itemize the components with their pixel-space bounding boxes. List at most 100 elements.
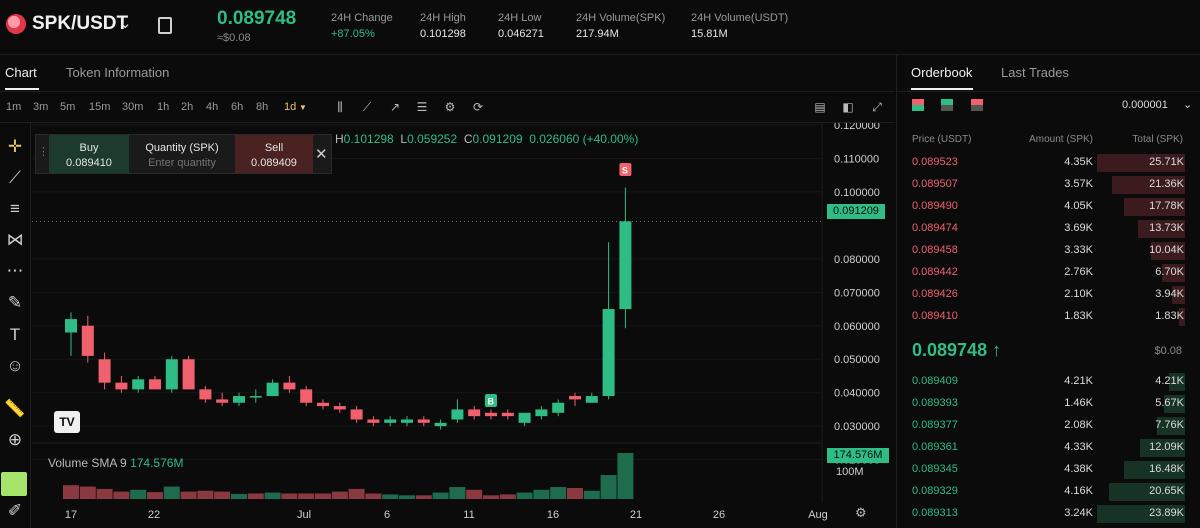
color-swatch[interactable] [1,472,27,496]
volume-bar [466,489,483,499]
x-tick-label: 21 [630,509,642,521]
gear-icon[interactable]: ⚙ [444,100,456,114]
text-icon[interactable]: T [9,325,21,344]
timeframe-2h[interactable]: 2h [181,101,194,113]
row-total: 4.21K [1155,375,1184,387]
volume-legend-label: Volume SMA 9 [48,456,127,470]
book-asks-icon[interactable] [971,99,983,111]
timeframe-5m[interactable]: 5m [60,101,76,113]
row-price: 0.089361 [912,441,958,453]
y-tick-label: 0.060000 [834,321,880,333]
ask-row[interactable]: 0.089523 4.35K 25.71K [897,152,1200,174]
timeframe-1d[interactable]: 1d [284,101,297,113]
list-icon[interactable]: ☰ [416,100,428,114]
bid-row[interactable]: 0.089345 4.38K 16.48K [897,459,1200,481]
volume-bar [331,491,348,499]
volume-bar [399,495,415,499]
row-total: 20.65K [1149,485,1184,497]
timeframe-30m[interactable]: 30m [122,101,144,113]
candle-body [569,396,581,400]
timeframe-1m[interactable]: 1m [6,101,22,113]
volume-bar [567,487,583,499]
mid-price-usd: $0.08 [1154,345,1182,357]
bid-row[interactable]: 0.089409 4.21K 4.21K [897,371,1200,393]
comment-icon[interactable]: ▤ [814,100,826,114]
bid-row[interactable]: 0.089329 4.16K 20.65K [897,481,1200,503]
timeframe-4h[interactable]: 4h [206,101,219,113]
layout-icon[interactable]: ◧ [842,100,854,114]
volume-bar [382,494,399,499]
indicator-icon[interactable]: ⟋ [362,100,372,114]
bid-row[interactable]: 0.089393 1.46K 5.67K [897,393,1200,415]
bid-row[interactable]: 0.089361 4.33K 12.09K [897,437,1200,459]
ask-row[interactable]: 0.089507 3.57K 21.36K [897,174,1200,196]
precision-chevron-icon[interactable]: ⌄ [1183,99,1193,111]
ask-row[interactable]: 0.089474 3.69K 13.73K [897,218,1200,240]
stat-24h-change-label: 24H Change [331,12,393,24]
candlestick-chart[interactable]: S B 0.120000 0.110000 0.100000 0.080000 0.070… [32,123,895,528]
y-tick-label: 0.100000 [834,187,880,199]
settings-gear-icon[interactable]: ⚙ [855,505,867,520]
bid-row[interactable]: 0.089377 2.08K 7.76K [897,415,1200,437]
timeframe-1h[interactable]: 1h [157,101,170,113]
depth-bar [1097,154,1185,172]
candle-body [501,412,514,417]
sell-marker [619,163,632,176]
row-price: 0.089377 [912,419,958,431]
chevron-down-icon[interactable]: ⌄ [119,15,132,32]
tab-token-information[interactable]: Token Information [66,65,170,80]
emoji-icon[interactable]: ☺ [6,356,24,375]
zoom-in-icon[interactable]: ⊕ [7,430,23,449]
fib-icon[interactable]: ⋯ [6,261,24,280]
ask-row[interactable]: 0.089442 2.76K 6.70K [897,262,1200,284]
refresh-icon[interactable]: ⟳ [472,100,484,114]
quantity-input[interactable] [134,157,230,169]
timeframe-dropdown-icon[interactable]: ▼ [299,103,307,112]
row-amount: 4.38K [1064,463,1093,475]
ask-row[interactable]: 0.089458 3.33K 10.04K [897,240,1200,262]
fullscreen-icon[interactable]: ⤢ [872,100,882,114]
row-amount: 4.21K [1064,375,1093,387]
row-total: 6.70K [1155,266,1184,278]
candle-body [434,422,447,427]
volume-bar [298,493,315,499]
buy-button[interactable]: Buy 0.089410 [49,135,129,173]
book-bids-icon[interactable] [941,99,953,111]
document-icon[interactable] [158,17,172,34]
row-total: 17.78K [1149,200,1184,212]
timeframe-15m[interactable]: 15m [89,101,111,113]
close-icon[interactable]: ✕ [315,146,328,163]
drawing-toolbar [0,123,31,528]
depth-bar [1178,308,1185,326]
sell-button[interactable]: Sell 0.089409 [235,135,313,173]
candle-type-icon[interactable]: ⫼ [337,100,343,114]
volume-bar [315,493,331,499]
pattern-icon[interactable]: ⋈ [6,230,24,249]
brush-icon[interactable]: ✎ [7,293,23,312]
draw-tools-icon[interactable]: ↗ [389,100,401,114]
tab-chart[interactable]: Chart [5,65,37,80]
current-price-tag: 0.091209 [827,204,885,219]
ask-row[interactable]: 0.089410 1.83K 1.83K [897,306,1200,328]
y-tick-label: 0.120000 [834,123,880,132]
crosshair-icon[interactable]: ✛ [7,137,23,156]
bid-row[interactable]: 0.089313 3.24K 23.89K [897,503,1200,525]
horizontal-lines-icon[interactable]: ≡ [10,199,20,218]
tab-orderbook[interactable]: Orderbook [911,65,973,80]
ask-row[interactable]: 0.089490 4.05K 17.78K [897,196,1200,218]
buy-price: 0.089410 [66,157,112,169]
tab-last-trades[interactable]: Last Trades [1001,65,1069,80]
timeframe-6h[interactable]: 6h [231,101,244,113]
book-both-icon[interactable] [912,99,924,111]
pencil-lock-icon[interactable]: ✐ [7,501,23,520]
candle-body [518,412,531,423]
ask-row[interactable]: 0.089426 2.10K 3.94K [897,284,1200,306]
trendline-icon[interactable]: ⟋ [9,168,21,187]
timeframe-3m[interactable]: 3m [33,101,49,113]
timeframe-8h[interactable]: 8h [256,101,269,113]
ruler-icon[interactable]: 📏 [4,399,26,418]
precision-select[interactable]: 0.000001 [1122,99,1168,111]
stat-24h-vol-usdt-label: 24H Volume(USDT) [691,12,789,24]
volume-bar [617,453,634,499]
pair-selector-label[interactable]: SPK/USDT [32,13,129,34]
